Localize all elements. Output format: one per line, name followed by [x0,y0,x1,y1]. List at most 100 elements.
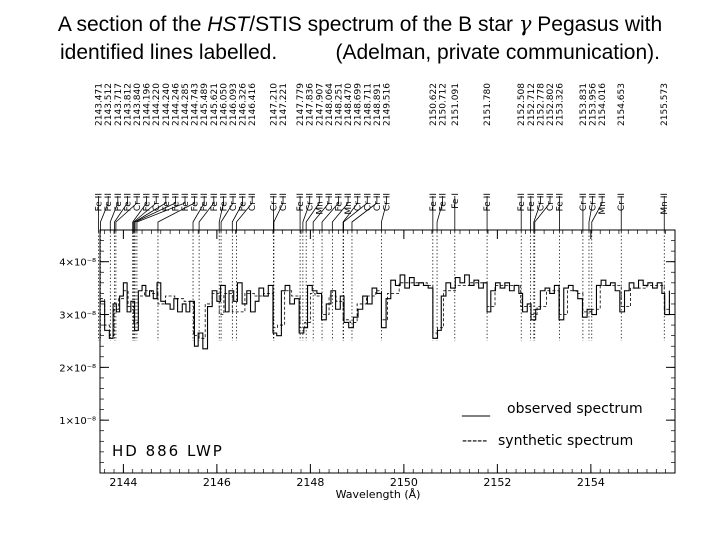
line-label-ion: Fe II [181,193,191,211]
line-label-leader [588,196,593,232]
line-label-wavelength: 2146.050 [219,83,229,126]
line-label-leader [381,196,387,232]
line-label-wavelength: 2146.416 [248,83,258,126]
line-label-wavelength: 2154.016 [598,83,608,126]
line-label-leader [436,196,443,232]
line-label-leader [133,196,157,232]
line-label-wavelength: 2155.573 [660,83,670,126]
line-label-wavelength: 2143.717 [114,83,124,126]
series-observed-line [100,274,670,350]
line-label-ion: Cr II [536,193,546,211]
line-label-ion: Fe II [483,193,493,211]
line-label-leader [100,196,109,232]
line-label-ion: Mn II [344,193,354,215]
line-label-ion: Cr II [269,193,279,211]
x-tick-label: 2148 [296,476,324,489]
line-label-wavelength: 2154.653 [617,83,627,126]
x-tick-label: 2152 [483,476,511,489]
line-label-ion: Cr II [579,193,589,211]
line-label-leader [534,196,551,232]
x-tick-label: 2146 [203,476,231,489]
caption-text-1: A section of the [57,13,208,36]
line-label-leader [302,196,311,232]
line-label-ion: Mn II [315,193,325,215]
line-label-leader [342,196,359,232]
line-label-leader [351,196,378,232]
line-label-leader [134,196,176,232]
line-label-ion: Cr II [133,193,143,211]
line-label-wavelength: 2144.240 [162,83,172,126]
star-annotation: HD 886 LWP [112,442,224,460]
line-label-ion: Fe II [556,193,566,211]
line-label-leader [331,196,349,232]
line-label-ion: Cr II [229,193,239,211]
x-tick-label: 2150 [390,476,418,489]
line-label-wavelength: 2145.621 [210,83,220,126]
y-tick-label: 2×10⁻⁸ [59,363,96,374]
series-synthetic-line [100,282,670,339]
y-tick-label: 4×10⁻⁸ [59,258,96,269]
line-label-wavelength: 2147.907 [315,83,325,126]
line-label-wavelength: 2153.956 [589,83,599,126]
line-label-ion: Fe II [429,193,439,211]
line-label-wavelength: 2148.699 [354,83,364,126]
line-label-ion: Fe II [191,193,201,211]
line-label-wavelength: 2143.471 [95,83,105,126]
x-tick-label: 2144 [109,476,137,489]
line-label-wavelength: 2143.840 [133,83,143,126]
line-label-ion: Fe II [527,193,537,211]
legend-marker-synthetic: ----- [462,433,487,449]
line-label-ion: Cr II [306,193,316,211]
line-label-ion: Cr II [382,193,392,211]
line-label-leader [591,196,603,232]
line-label-wavelength: 2149.516 [382,83,392,126]
line-label-ion: Fe II [123,193,133,211]
line-label-leader [136,196,186,232]
line-label-leader [114,196,128,232]
line-label-wavelength: 2148.470 [344,83,354,126]
line-label-leader [157,196,195,232]
line-label-ion: Cr II [546,193,556,211]
plot-frame [99,229,676,474]
line-label-leader [192,196,205,232]
line-label-leader [109,196,119,232]
line-label-ion: Cr II [279,193,289,211]
line-label-wavelength: 2148.251 [334,83,344,126]
line-label-ion: Mn II [598,193,608,215]
line-label-leader [134,196,167,232]
line-label-ion: Fe II [210,193,220,211]
line-label-wavelength: 2144.743 [191,83,201,126]
line-label-leader [231,196,243,232]
series-layer [100,274,670,350]
line-label-wavelength: 2153.326 [556,83,566,126]
legend: ____ observed spectrum ----- synthetic s… [461,401,643,449]
line-label-ion: Fe II [438,193,448,211]
line-label-wavelength: 2148.711 [363,83,373,126]
line-label-ion: Cr II [152,193,162,211]
line-label-ion: Fe II [171,193,181,211]
line-label-leader [198,196,215,232]
line-label-ion: Fe I [451,193,461,209]
line-label-leader [533,196,541,232]
legend-label-observed: observed spectrum [507,401,643,417]
line-label-ion: Fe II [296,193,306,211]
caption-italic-hst: HST [207,13,250,36]
caption-greek-gamma: γ [518,12,532,36]
line-label-leader [321,196,339,232]
line-label-ion: Fe II [334,193,344,211]
line-label-wavelength: 2144.246 [171,83,181,126]
line-label-wavelength: 2152.508 [517,83,527,126]
line-label-wavelength: 2147.836 [306,83,316,126]
line-label-ion: Fe II [95,193,105,211]
caption-text-3: Pegasus with [531,13,663,36]
line-label-wavelength: 2144.285 [181,83,191,126]
line-label-leader [236,196,253,232]
line-label-wavelength: 2152.778 [536,83,546,126]
line-label-ion: Cr II [617,193,627,211]
line-label-wavelength: 2153.831 [579,83,589,126]
line-label-wavelength: 2144.220 [152,83,162,126]
line-label-wavelength: 2150.712 [438,83,448,126]
line-label-wavelength: 2143.512 [104,83,114,126]
line-label-ion: Fe II [517,193,527,211]
